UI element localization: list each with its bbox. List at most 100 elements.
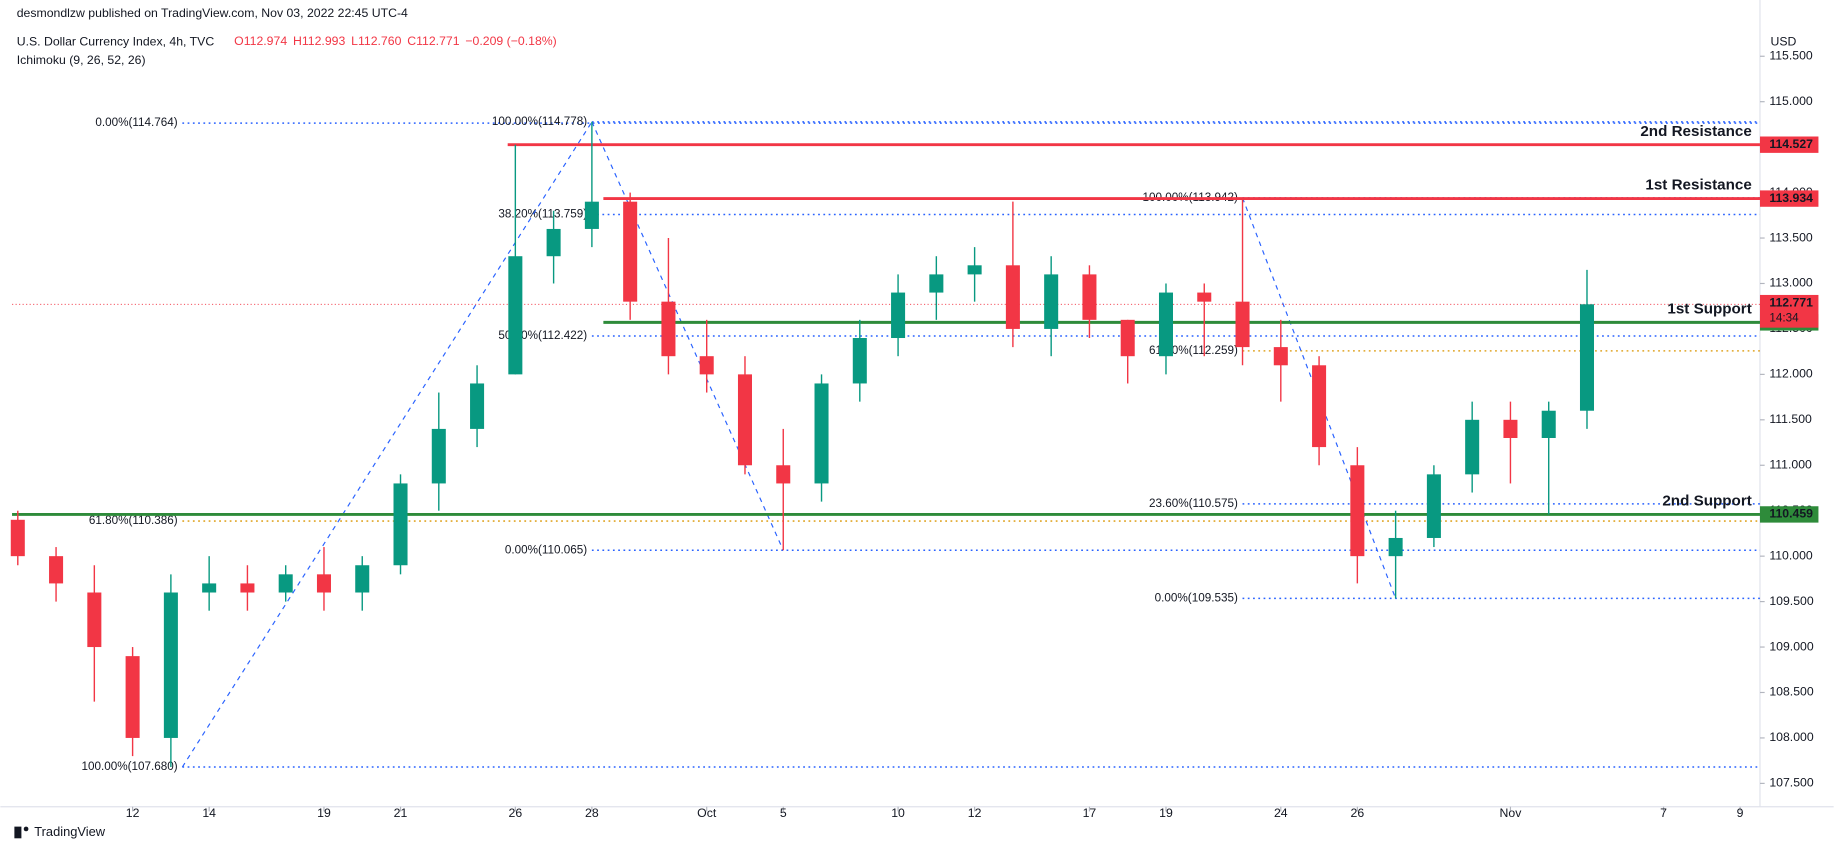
level-badge-label: 114.527 xyxy=(1769,137,1813,151)
fib-trendline xyxy=(591,121,784,551)
candle-body xyxy=(814,383,829,484)
candle-body xyxy=(661,301,676,357)
y-tick-label: 110.000 xyxy=(1769,548,1813,562)
candle-body xyxy=(240,583,255,593)
candle-body xyxy=(1579,304,1595,411)
candle-body xyxy=(1273,347,1288,366)
candle-body xyxy=(1312,365,1327,448)
fib-label: 0.00%(114.764) xyxy=(95,116,177,129)
candle-body xyxy=(470,383,485,429)
y-tick-label: 111.500 xyxy=(1769,412,1812,426)
level-badge xyxy=(1759,190,1819,207)
x-tick-label: 5 xyxy=(780,806,787,820)
brand-logo xyxy=(14,826,29,839)
brand: TradingView xyxy=(34,824,105,839)
candle-body xyxy=(1503,419,1518,438)
candle-body xyxy=(1120,319,1135,357)
candle-body xyxy=(1082,274,1097,320)
candle-body xyxy=(1388,537,1403,557)
candle-body xyxy=(852,338,867,384)
fib-label: 23.60%(110.575) xyxy=(1149,497,1238,510)
x-tick-label: 17 xyxy=(1083,806,1097,820)
x-tick-label: 21 xyxy=(394,806,408,820)
candle-body xyxy=(891,292,906,339)
level-badge xyxy=(1759,136,1819,153)
level-name: 1st Resistance xyxy=(1645,177,1751,194)
y-tick-label: 115.000 xyxy=(1769,94,1813,108)
x-tick-label: Nov xyxy=(1500,806,1523,820)
ohlc-value: H112.993 xyxy=(293,34,345,48)
chart-title: U.S. Dollar Currency Index, 4h, TVC xyxy=(17,34,215,48)
candle-body xyxy=(623,201,638,302)
x-tick-label: 12 xyxy=(126,806,140,820)
ohlc-legend: O112.974 H112.993 L112.760 C112.771 −0.209 (… xyxy=(234,34,557,48)
x-tick-label: 26 xyxy=(1351,806,1365,820)
candle-body xyxy=(967,265,982,275)
y-tick-label: 112.000 xyxy=(1769,367,1813,381)
last-price-badge xyxy=(1759,294,1819,328)
candle-body xyxy=(1158,292,1173,357)
fib-label: 100.00%(107.680) xyxy=(82,760,178,773)
y-tick-label: 107.500 xyxy=(1769,776,1814,790)
level-badge-label: 113.934 xyxy=(1769,191,1813,205)
candle-body xyxy=(1465,419,1480,475)
x-tick-label: 24 xyxy=(1274,806,1288,820)
publisher: desmondlzw published on TradingView.com,… xyxy=(17,6,408,20)
candle-body xyxy=(1541,410,1556,438)
candle-body xyxy=(1235,301,1250,348)
candle-body xyxy=(737,374,752,466)
y-tick-label: 108.000 xyxy=(1769,730,1814,744)
candle-body xyxy=(929,274,944,293)
level-badge xyxy=(1759,506,1819,523)
ohlc-value: O112.974 xyxy=(234,34,287,48)
candle-body xyxy=(584,201,599,229)
level-badge-label: 110.459 xyxy=(1769,507,1813,521)
candle-body xyxy=(278,574,293,593)
countdown: 14:34 xyxy=(1769,311,1799,324)
candle-body xyxy=(163,592,178,738)
level-name: 1st Support xyxy=(1667,301,1751,318)
x-tick-label: Oct xyxy=(697,806,717,820)
fib-label: 0.00%(110.065) xyxy=(505,543,587,556)
x-tick-label: 10 xyxy=(891,806,905,820)
fib-label: 100.00%(114.778) xyxy=(492,115,587,128)
candle-body xyxy=(49,556,64,584)
fib-label: 61.80%(110.386) xyxy=(89,514,178,527)
candle-body xyxy=(202,583,217,593)
candle-body xyxy=(508,256,523,375)
x-tick-label: 26 xyxy=(509,806,523,820)
candle-body xyxy=(699,356,714,375)
x-tick-label: 12 xyxy=(968,806,982,820)
fib-trendline xyxy=(181,121,593,768)
y-tick-label: 113.500 xyxy=(1769,230,1813,244)
candle-body xyxy=(316,574,331,593)
level-name: 2nd Support xyxy=(1662,493,1751,510)
x-tick-label: 7 xyxy=(1660,806,1667,820)
level-name: 2nd Resistance xyxy=(1640,123,1751,140)
ohlc-value: C112.771 xyxy=(407,34,459,48)
candle-body xyxy=(125,656,140,738)
y-tick-label: 109.000 xyxy=(1769,639,1814,653)
candle-body xyxy=(355,565,370,593)
x-tick-label: 14 xyxy=(202,806,216,820)
x-tick-label: 28 xyxy=(585,806,599,820)
candle-body xyxy=(431,428,446,484)
ohlc-value: −0.209 (−0.18%) xyxy=(465,34,556,48)
candle-body xyxy=(1044,274,1059,329)
candle-body xyxy=(87,592,102,648)
fib-label: 0.00%(109.535) xyxy=(1155,592,1238,605)
candle-body xyxy=(546,228,561,257)
fib-trendline xyxy=(1241,197,1397,599)
y-tick-label: 109.500 xyxy=(1769,594,1814,608)
candle-body xyxy=(1350,465,1365,557)
candle-body xyxy=(1005,265,1020,329)
x-tick-label: 9 xyxy=(1737,806,1744,820)
y-tick-label: 111.000 xyxy=(1769,457,1812,471)
ohlc-value: L112.760 xyxy=(351,34,401,48)
candle-body xyxy=(1426,474,1441,538)
candle-body xyxy=(1197,292,1212,302)
y-tick-label: 115.500 xyxy=(1769,48,1813,62)
